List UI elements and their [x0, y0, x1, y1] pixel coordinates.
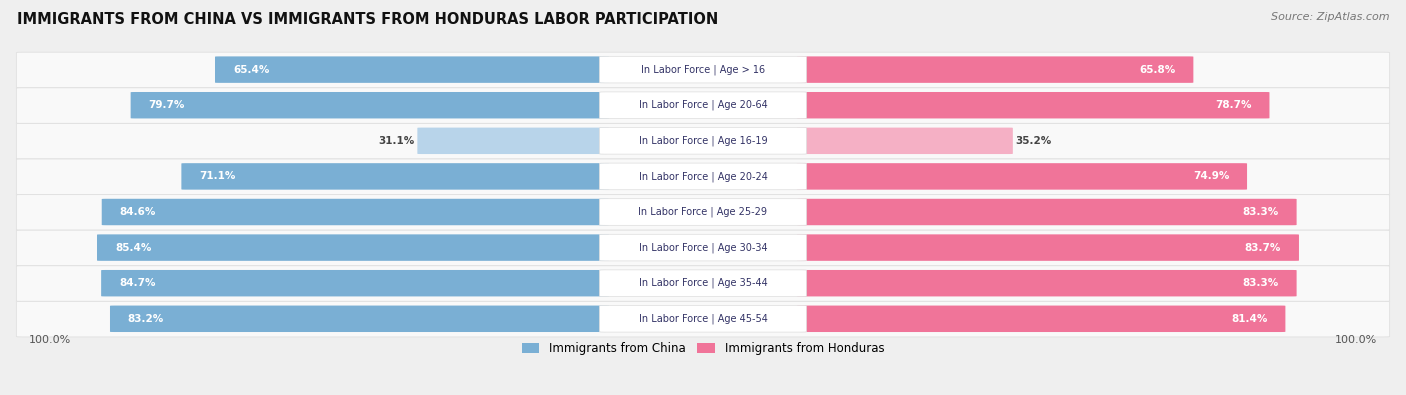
FancyBboxPatch shape	[17, 159, 1389, 195]
Text: In Labor Force | Age 16-19: In Labor Force | Age 16-19	[638, 135, 768, 146]
FancyBboxPatch shape	[599, 128, 807, 154]
FancyBboxPatch shape	[17, 266, 1389, 301]
FancyBboxPatch shape	[599, 56, 807, 83]
Text: 79.7%: 79.7%	[149, 100, 186, 110]
Text: In Labor Force | Age 20-24: In Labor Force | Age 20-24	[638, 171, 768, 182]
Text: 35.2%: 35.2%	[1015, 136, 1052, 146]
Text: 100.0%: 100.0%	[1334, 335, 1378, 345]
FancyBboxPatch shape	[17, 195, 1389, 230]
FancyBboxPatch shape	[17, 52, 1389, 88]
Text: 83.3%: 83.3%	[1243, 278, 1278, 288]
FancyBboxPatch shape	[797, 270, 1296, 296]
FancyBboxPatch shape	[17, 123, 1389, 159]
FancyBboxPatch shape	[17, 301, 1389, 337]
Text: 65.4%: 65.4%	[233, 65, 270, 75]
FancyBboxPatch shape	[418, 128, 609, 154]
Text: In Labor Force | Age 25-29: In Labor Force | Age 25-29	[638, 207, 768, 217]
FancyBboxPatch shape	[797, 128, 1012, 154]
Text: 71.1%: 71.1%	[200, 171, 236, 181]
FancyBboxPatch shape	[797, 92, 1270, 118]
Text: IMMIGRANTS FROM CHINA VS IMMIGRANTS FROM HONDURAS LABOR PARTICIPATION: IMMIGRANTS FROM CHINA VS IMMIGRANTS FROM…	[17, 12, 718, 27]
Text: In Labor Force | Age 20-64: In Labor Force | Age 20-64	[638, 100, 768, 111]
FancyBboxPatch shape	[97, 234, 609, 261]
FancyBboxPatch shape	[17, 230, 1389, 266]
FancyBboxPatch shape	[215, 56, 609, 83]
Text: 83.2%: 83.2%	[128, 314, 165, 324]
FancyBboxPatch shape	[797, 234, 1299, 261]
Text: In Labor Force | Age 45-54: In Labor Force | Age 45-54	[638, 314, 768, 324]
Text: 85.4%: 85.4%	[115, 243, 152, 252]
FancyBboxPatch shape	[599, 163, 807, 190]
Text: 78.7%: 78.7%	[1215, 100, 1251, 110]
Text: 83.3%: 83.3%	[1243, 207, 1278, 217]
FancyBboxPatch shape	[599, 270, 807, 297]
Text: Source: ZipAtlas.com: Source: ZipAtlas.com	[1271, 12, 1389, 22]
Text: 31.1%: 31.1%	[378, 136, 415, 146]
FancyBboxPatch shape	[599, 199, 807, 225]
FancyBboxPatch shape	[797, 199, 1296, 225]
FancyBboxPatch shape	[110, 306, 609, 332]
FancyBboxPatch shape	[131, 92, 609, 118]
Text: 81.4%: 81.4%	[1232, 314, 1267, 324]
FancyBboxPatch shape	[101, 270, 609, 296]
Text: In Labor Force | Age > 16: In Labor Force | Age > 16	[641, 64, 765, 75]
Legend: Immigrants from China, Immigrants from Honduras: Immigrants from China, Immigrants from H…	[517, 337, 889, 359]
FancyBboxPatch shape	[599, 92, 807, 118]
FancyBboxPatch shape	[797, 163, 1247, 190]
Text: 84.7%: 84.7%	[120, 278, 156, 288]
Text: 74.9%: 74.9%	[1192, 171, 1229, 181]
FancyBboxPatch shape	[599, 305, 807, 332]
FancyBboxPatch shape	[797, 56, 1194, 83]
Text: 84.6%: 84.6%	[120, 207, 156, 217]
Text: In Labor Force | Age 35-44: In Labor Force | Age 35-44	[638, 278, 768, 288]
FancyBboxPatch shape	[599, 234, 807, 261]
Text: 65.8%: 65.8%	[1139, 65, 1175, 75]
Text: 83.7%: 83.7%	[1244, 243, 1281, 252]
Text: In Labor Force | Age 30-34: In Labor Force | Age 30-34	[638, 243, 768, 253]
FancyBboxPatch shape	[101, 199, 609, 225]
FancyBboxPatch shape	[181, 163, 609, 190]
FancyBboxPatch shape	[17, 88, 1389, 123]
FancyBboxPatch shape	[797, 306, 1285, 332]
Text: 100.0%: 100.0%	[28, 335, 72, 345]
